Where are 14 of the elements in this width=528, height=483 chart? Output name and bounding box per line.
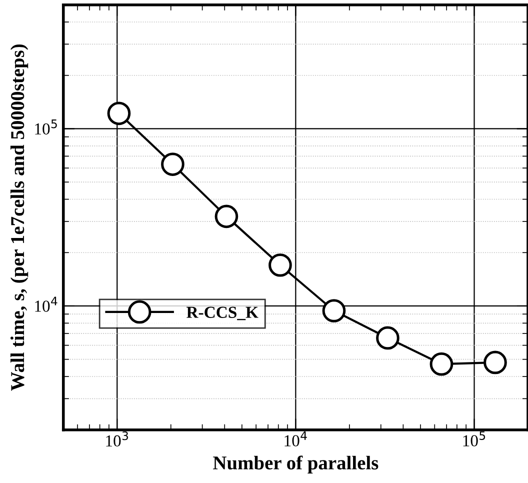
legend-label: R-CCS_K — [186, 306, 258, 320]
point — [161, 152, 184, 176]
point — [214, 204, 238, 228]
y-axis-title: Wall time, s, (per 1e7cells and 50000steps) — [10, 44, 28, 391]
point — [430, 352, 454, 376]
x-tick-label: 10$^{3}$ — [106, 431, 128, 447]
point — [107, 102, 131, 126]
x-tick-label: 10$^{4}$ — [284, 431, 307, 446]
x-axis-title: Number of parallels — [213, 456, 378, 474]
point — [322, 299, 346, 322]
point — [268, 253, 292, 277]
point — [484, 350, 507, 374]
point — [376, 326, 400, 350]
x-tick-label: 10$^{5}$ — [463, 431, 486, 446]
